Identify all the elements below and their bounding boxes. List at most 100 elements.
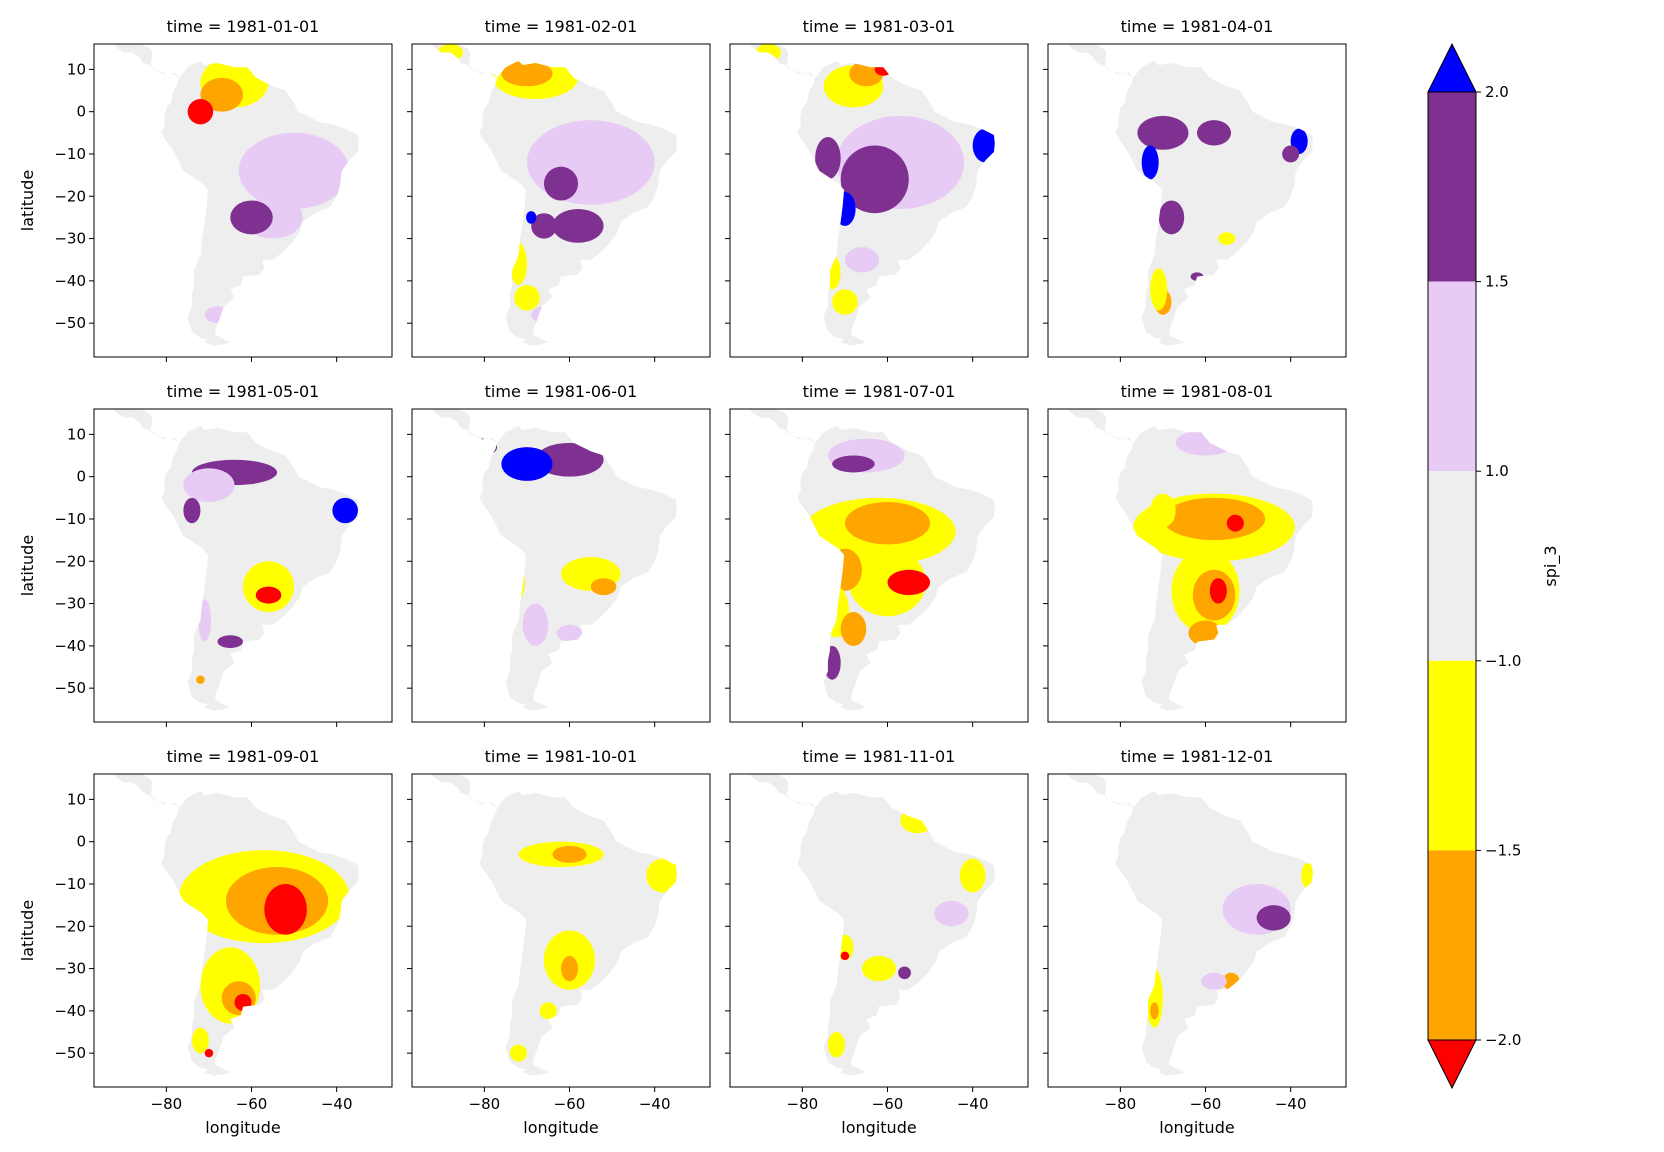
panel-title: time = 1981-06-01 xyxy=(485,382,638,401)
spi-anomaly-region xyxy=(1226,514,1244,532)
x-tick-label: −60 xyxy=(872,1095,904,1113)
land xyxy=(431,774,677,1076)
panel-frame xyxy=(93,773,393,1088)
spi-anomaly-region xyxy=(501,60,553,87)
map-panel-10: time = 1981-10-01 −80 −60 −40 longitude xyxy=(407,747,711,1137)
spi-anomaly-region xyxy=(844,502,931,545)
spi-anomaly-region xyxy=(332,497,358,524)
land xyxy=(749,44,995,346)
panel-frame xyxy=(1047,43,1347,358)
spi-anomaly-region xyxy=(1162,497,1266,541)
land xyxy=(113,774,359,1076)
panel-frame xyxy=(411,773,711,1088)
x-tick-label: −80 xyxy=(469,1095,501,1113)
spi-anomaly-region xyxy=(1150,268,1168,311)
spi-anomaly-region xyxy=(1175,430,1236,456)
spi-anomaly-region xyxy=(198,599,212,642)
y-tick-label: −30 xyxy=(54,230,86,248)
spi-anomaly-region xyxy=(849,60,884,87)
spi-anomaly-region xyxy=(437,44,464,61)
panel-frame xyxy=(729,43,1029,358)
spi-anomaly-region xyxy=(823,645,841,680)
panel-title: time = 1981-12-01 xyxy=(1121,747,1274,766)
spi-anomaly-region xyxy=(531,306,557,324)
spi-anomaly-region xyxy=(217,635,244,648)
spi-anomaly-region xyxy=(1150,569,1159,596)
panel-title: time = 1981-01-01 xyxy=(167,17,320,36)
spi-anomaly-region xyxy=(840,145,909,214)
panel-title: time = 1981-09-01 xyxy=(167,747,320,766)
y-tick-label: −50 xyxy=(54,314,86,332)
colorbar-tick-label: 1.5 xyxy=(1485,273,1509,291)
land xyxy=(1067,774,1313,1076)
spi-anomaly-region xyxy=(823,255,841,290)
colorbar-tick-label: 1.0 xyxy=(1485,462,1509,480)
spi-anomaly-region xyxy=(543,166,579,201)
y-axis-label: latitude xyxy=(18,170,37,231)
spi-anomaly-region xyxy=(900,807,935,834)
y-tick-label: −40 xyxy=(54,1002,86,1020)
map-panel-12: time = 1981-12-01 −80 −60 −40 longitude xyxy=(1043,747,1347,1137)
spi-anomaly-region xyxy=(887,569,931,596)
land xyxy=(431,409,677,711)
land xyxy=(1067,409,1313,711)
y-axis-label: latitude xyxy=(18,535,37,596)
map-panel-7: time = 1981-07-01 xyxy=(725,382,1029,727)
spi-anomaly-region xyxy=(815,137,841,180)
y-tick-label: −30 xyxy=(54,595,86,613)
y-tick-label: −10 xyxy=(54,145,86,163)
colorbar-tick-label: −2.0 xyxy=(1485,1031,1521,1049)
spi-anomaly-region xyxy=(1150,493,1176,528)
land-fill xyxy=(113,409,359,711)
panel-title: time = 1981-10-01 xyxy=(485,747,638,766)
y-tick-label: 0 xyxy=(76,468,86,486)
colorbar-band xyxy=(1428,281,1476,472)
spi-anomaly-region xyxy=(535,442,604,477)
spi-anomaly-region xyxy=(189,204,203,256)
spi-anomaly-region xyxy=(1150,1002,1159,1020)
map-panel-8: time = 1981-08-01 xyxy=(1043,382,1347,727)
spi-anomaly-region xyxy=(934,900,969,927)
land xyxy=(113,44,359,346)
x-tick-label: −60 xyxy=(1190,1095,1222,1113)
spi-anomaly-region xyxy=(1209,578,1227,604)
spi-anomaly-region xyxy=(471,438,498,456)
panel-frame xyxy=(93,43,393,358)
spi-anomaly-region xyxy=(1190,272,1204,281)
colorbar-band xyxy=(1428,92,1476,282)
spi-anomaly-region xyxy=(539,1002,557,1020)
spi-anomaly-region xyxy=(522,603,549,646)
land-fill xyxy=(749,774,995,1076)
spi-anomaly-region xyxy=(1141,145,1159,180)
spi-anomaly-region xyxy=(1256,905,1291,931)
colorbar-band xyxy=(1428,850,1476,1040)
x-tick-label: −80 xyxy=(1105,1095,1137,1113)
panel-title: time = 1981-02-01 xyxy=(485,17,638,36)
spi-anomaly-region xyxy=(561,955,579,982)
spi-anomaly-region xyxy=(1197,120,1232,146)
colorbar-band xyxy=(1428,660,1476,851)
spi-anomaly-region xyxy=(183,468,235,503)
spi-anomaly-region xyxy=(556,624,583,642)
spi-anomaly-region xyxy=(1158,200,1185,235)
spi-anomaly-region xyxy=(755,44,782,61)
y-axis-label: latitude xyxy=(18,900,37,961)
colorbar-extend-under xyxy=(1427,1039,1477,1090)
x-tick-label: −40 xyxy=(957,1095,989,1113)
spi-anomaly-region xyxy=(204,1048,214,1058)
spi-anomaly-region xyxy=(1301,862,1313,889)
spi-anomaly-region xyxy=(1133,964,1151,990)
spi-anomaly-region xyxy=(832,455,875,473)
panel-title: time = 1981-08-01 xyxy=(1121,382,1274,401)
map-panel-11: time = 1981-11-01 −80 −60 −40 longitude xyxy=(725,747,1029,1137)
spi-anomaly-region xyxy=(827,1032,845,1058)
land xyxy=(749,774,995,1076)
x-tick-label: −40 xyxy=(1275,1095,1307,1113)
x-axis-label: longitude xyxy=(841,1118,916,1137)
panel-frame xyxy=(411,43,711,358)
panel-frame xyxy=(729,408,1029,723)
y-tick-label: −40 xyxy=(54,637,86,655)
panel-frame xyxy=(1047,773,1347,1088)
panel-frame xyxy=(1047,408,1347,723)
spi-anomaly-region xyxy=(514,285,540,311)
